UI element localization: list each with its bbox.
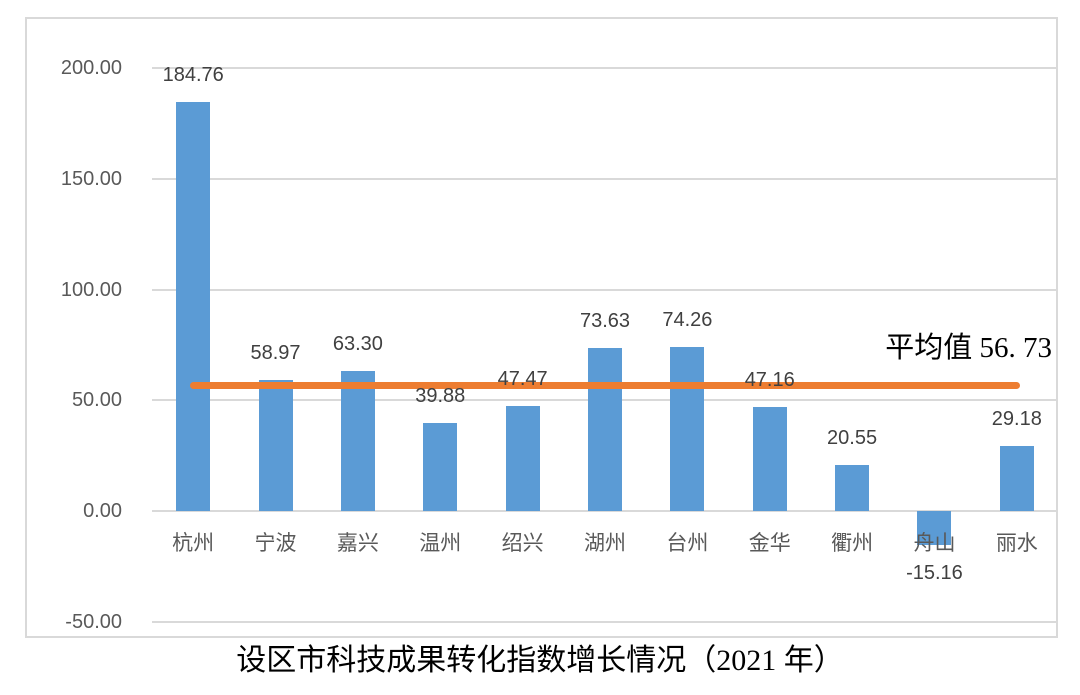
value-label-台州: 74.26: [662, 308, 713, 331]
value-label-丽水: 29.18: [991, 408, 1042, 431]
category-label-湖州: 湖州: [584, 532, 626, 555]
value-label-宁波: 58.97: [250, 342, 301, 365]
value-label-温州: 39.88: [415, 384, 466, 407]
bar-舟山: [917, 511, 952, 545]
category-label-宁波: 宁波: [254, 532, 297, 555]
category-label-温州: 温州: [419, 532, 462, 555]
value-label-衢州: 20.55: [827, 427, 878, 450]
bar-宁波: [258, 380, 293, 511]
y-axis-tick-label: 200.00: [60, 57, 122, 80]
category-label-金华: 金华: [748, 532, 791, 555]
bar-衢州: [835, 465, 870, 511]
value-label-湖州: 73.63: [579, 309, 631, 332]
value-label-杭州: 184.76: [162, 63, 224, 86]
category-label-嘉兴: 嘉兴: [336, 532, 379, 555]
category-label-丽水: 丽水: [995, 532, 1038, 555]
category-label-绍兴: 绍兴: [501, 532, 544, 555]
gridline-150: [152, 177, 1056, 180]
bar-嘉兴: [340, 370, 375, 511]
gridline-100: [152, 288, 1056, 291]
value-label-嘉兴: 63.30: [332, 332, 383, 355]
y-axis-tick-label: 100.00: [60, 278, 122, 301]
value-label-金华: 47.16: [744, 368, 795, 391]
category-label-舟山: 舟山: [913, 532, 956, 555]
category-label-衢州: 衢州: [831, 532, 874, 555]
bar-台州: [670, 346, 705, 511]
bar-温州: [423, 422, 458, 511]
bar-湖州: [588, 347, 622, 511]
y-axis-tick-label: 150.00: [60, 167, 122, 190]
bar-绍兴: [505, 405, 540, 511]
bar-丽水: [999, 446, 1034, 511]
average-reference-line: [190, 382, 1020, 389]
average-line-label: 平均值 56. 73: [885, 332, 1052, 364]
y-axis-tick-label: 0.00: [83, 500, 122, 522]
gridline-0: [152, 510, 1056, 512]
category-label-杭州: 杭州: [172, 532, 215, 555]
y-axis-tick-label: -50.00: [65, 610, 122, 633]
bar-杭州: [176, 101, 211, 511]
gridline--50: [152, 620, 1056, 623]
chart-title: 设区市科技成果转化指数增长情况（2021 年）: [236, 644, 844, 677]
bar-金华: [752, 406, 787, 511]
value-label-绍兴: 47.47: [497, 367, 548, 390]
y-axis-tick-label: 50.00: [71, 389, 122, 412]
gridline-200: [152, 67, 1056, 70]
category-label-台州: 台州: [666, 532, 709, 555]
value-label-舟山: -15.16: [906, 561, 963, 584]
